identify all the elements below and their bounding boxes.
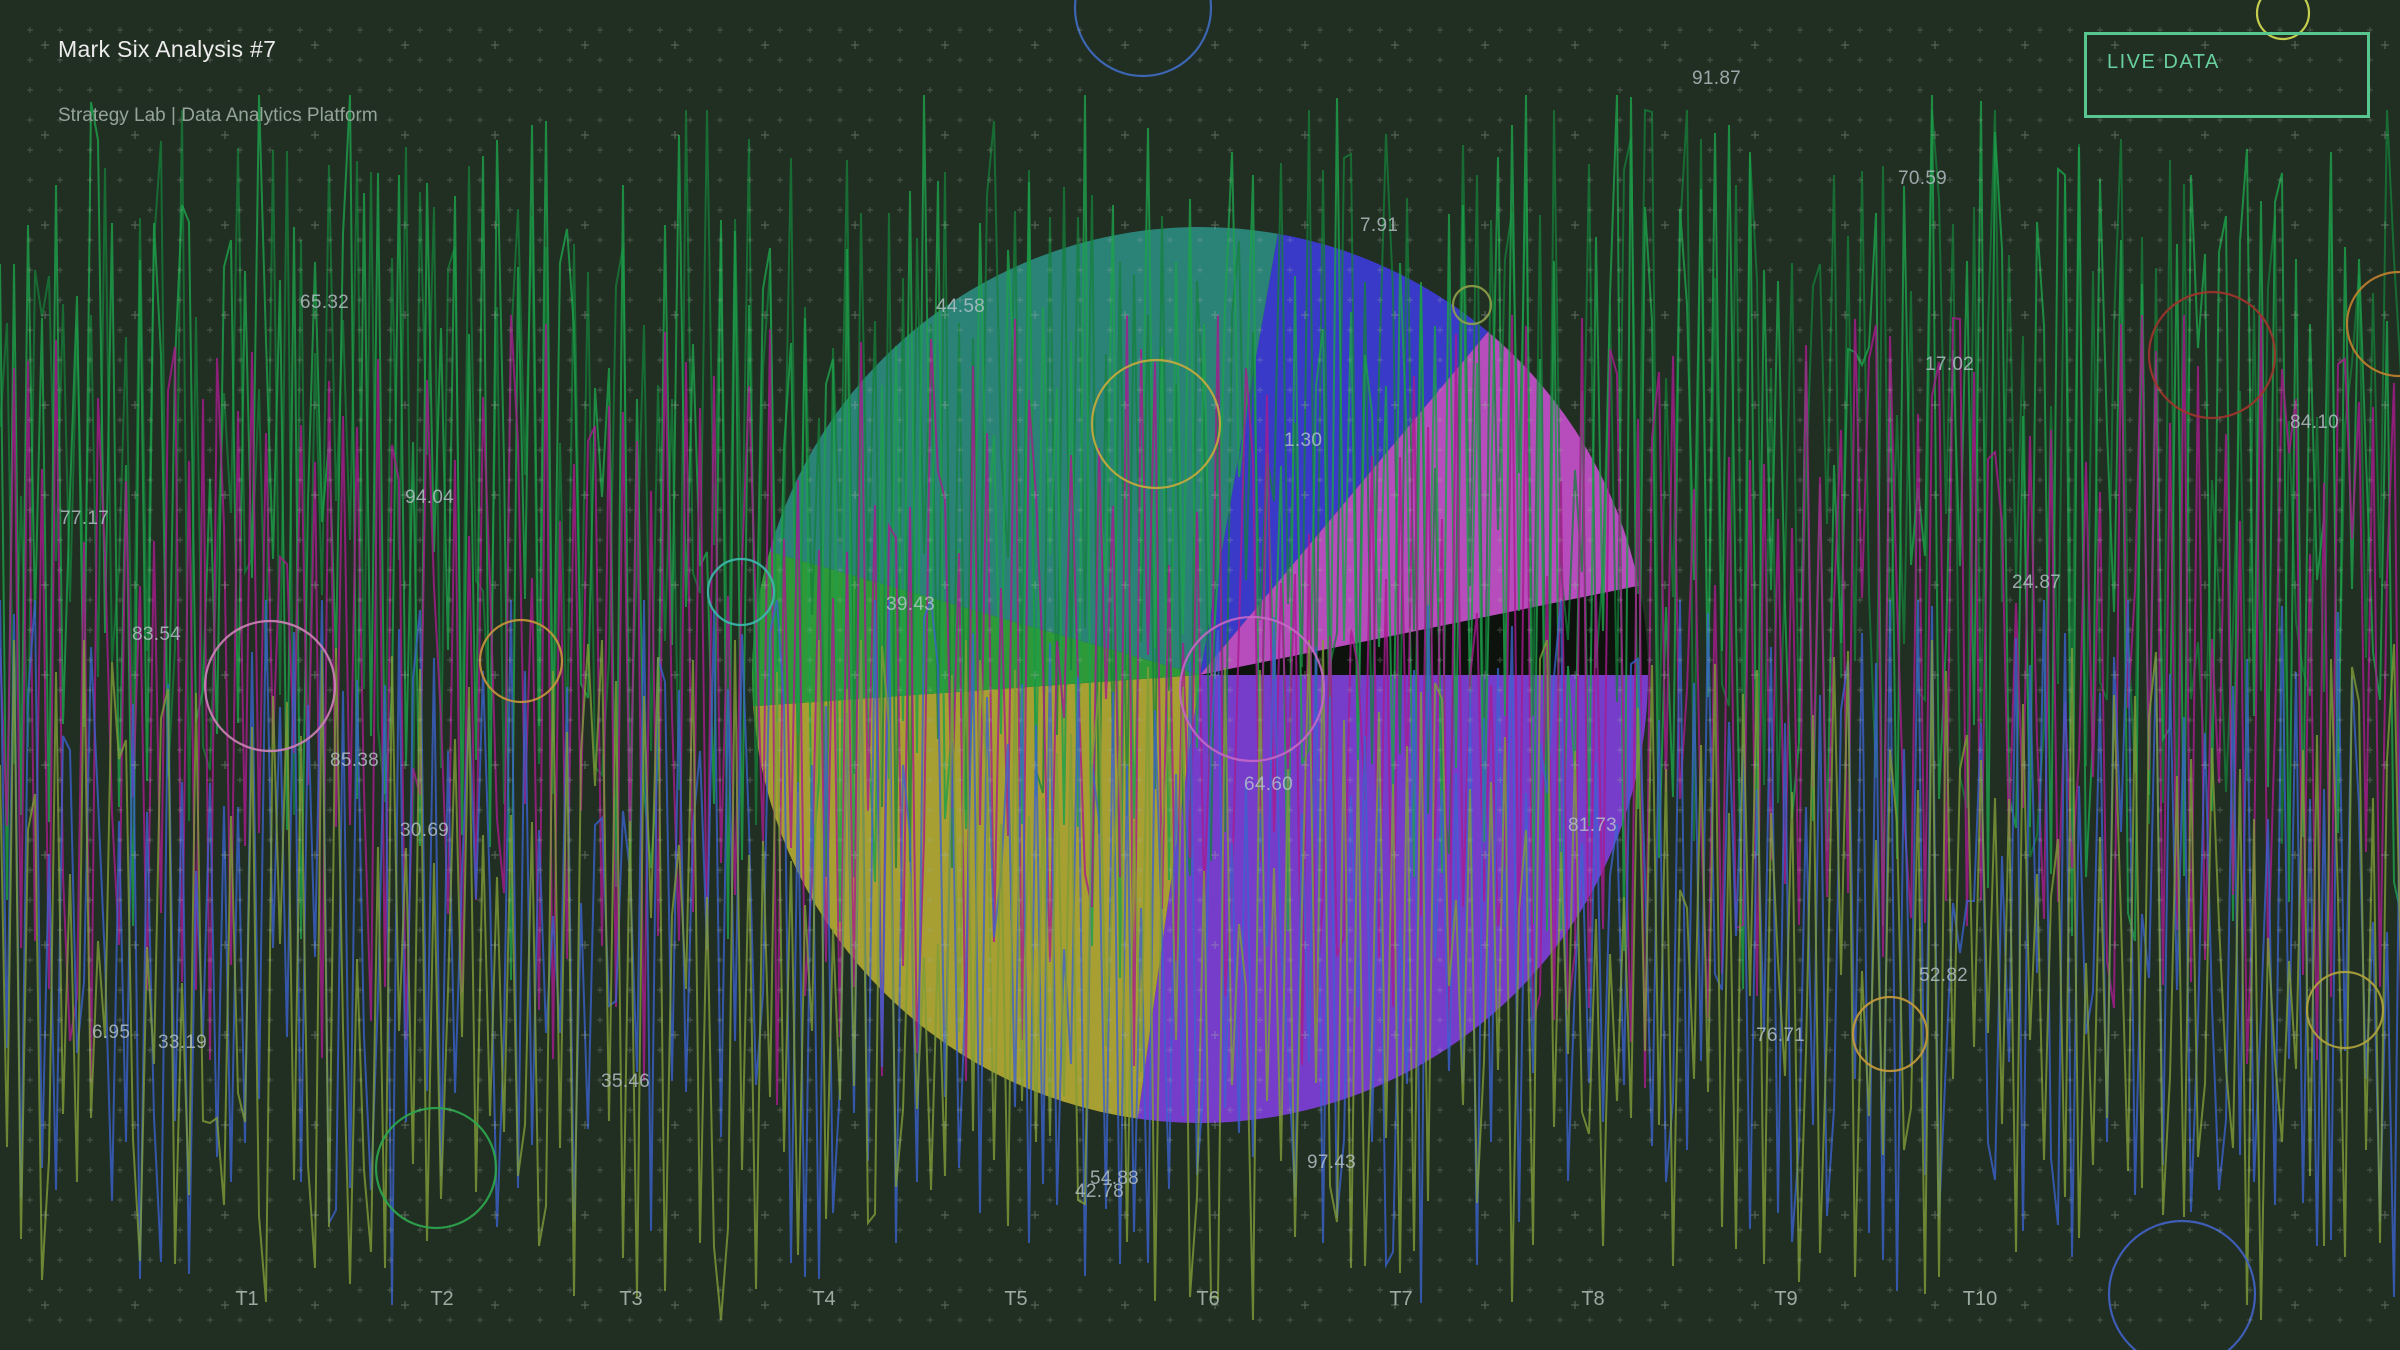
decor-circle (2255, 0, 2311, 41)
grid-fine (27, 27, 2373, 1323)
decor-circle (2345, 270, 2400, 378)
x-tick-label-t2: T2 (430, 1288, 454, 1310)
page-subtitle: Strategy Lab | Data Analytics Platform (58, 105, 378, 126)
decor-circle (1451, 284, 1493, 326)
decor-circle (1178, 615, 1326, 763)
grid-coarse (41, 41, 2389, 1309)
value-label: 81.73 (1568, 815, 1618, 836)
value-label: 77.17 (60, 508, 110, 529)
value-label: 94.04 (405, 487, 455, 508)
value-label: 33.19 (158, 1032, 208, 1053)
value-label: 97.43 (1307, 1152, 1357, 1173)
x-tick-label-t1: T1 (235, 1288, 259, 1310)
live-data-badge: LIVE DATA (2084, 32, 2370, 118)
decor-circle (1851, 995, 1929, 1073)
value-label: 39.43 (886, 594, 936, 615)
value-label: 17.02 (1925, 354, 1975, 375)
value-label: 42.78 (1075, 1181, 1125, 1202)
x-tick-label-t6: T6 (1196, 1288, 1220, 1310)
series-olive (0, 639, 2400, 1321)
decor-circle (2305, 970, 2385, 1050)
value-label: 70.59 (1898, 168, 1948, 189)
value-label: 44.58 (936, 296, 986, 317)
pie-slice-blue (1200, 233, 1488, 676)
x-tick-label-t3: T3 (619, 1288, 643, 1310)
value-label: 64.60 (1244, 774, 1294, 795)
value-label: 1.30 (1284, 430, 1323, 451)
value-label: 91.87 (1692, 68, 1742, 89)
decor-circle (1090, 358, 1222, 490)
x-tick-label-t5: T5 (1004, 1288, 1028, 1310)
value-label: 6.95 (92, 1022, 131, 1043)
series-magenta (0, 314, 2400, 1106)
page-title: Mark Six Analysis #7 (58, 36, 277, 62)
decor-circle (1073, 0, 1213, 78)
x-tick-label-t7: T7 (1389, 1288, 1413, 1310)
x-tick-label-t10: T10 (1962, 1288, 1998, 1310)
x-tick-label-t4: T4 (812, 1288, 836, 1310)
value-label: 76.71 (1756, 1025, 1806, 1046)
decor-circle (478, 618, 564, 704)
decor-circle (2107, 1219, 2257, 1350)
decor-circle (2147, 290, 2277, 420)
value-label: 24.87 (2012, 572, 2062, 593)
decor-circle (706, 557, 776, 627)
value-label: 85.38 (330, 750, 380, 771)
decor-circles (203, 0, 2400, 1350)
value-label: 30.69 (400, 820, 450, 841)
series-blue (0, 599, 2400, 1306)
value-label: 7.91 (1360, 215, 1399, 236)
value-label: 83.54 (132, 624, 182, 645)
header: Mark Six Analysis #7 Strategy Lab | Data… (58, 36, 378, 127)
decor-circle (203, 619, 337, 753)
noise-series (0, 94, 2400, 1321)
x-tick-label-t9: T9 (1774, 1288, 1798, 1310)
live-data-label: LIVE DATA (2107, 51, 2220, 73)
value-label: 52.82 (1919, 965, 1969, 986)
value-label: 35.46 (601, 1071, 651, 1092)
series-green (0, 94, 2400, 990)
dot-grid (27, 27, 2389, 1323)
value-label: 84.10 (2290, 412, 2340, 433)
value-label: 65.32 (300, 292, 350, 313)
x-tick-label-t8: T8 (1581, 1288, 1605, 1310)
value-label: 54.88 (1090, 1168, 1140, 1189)
decor-circle (374, 1106, 498, 1230)
